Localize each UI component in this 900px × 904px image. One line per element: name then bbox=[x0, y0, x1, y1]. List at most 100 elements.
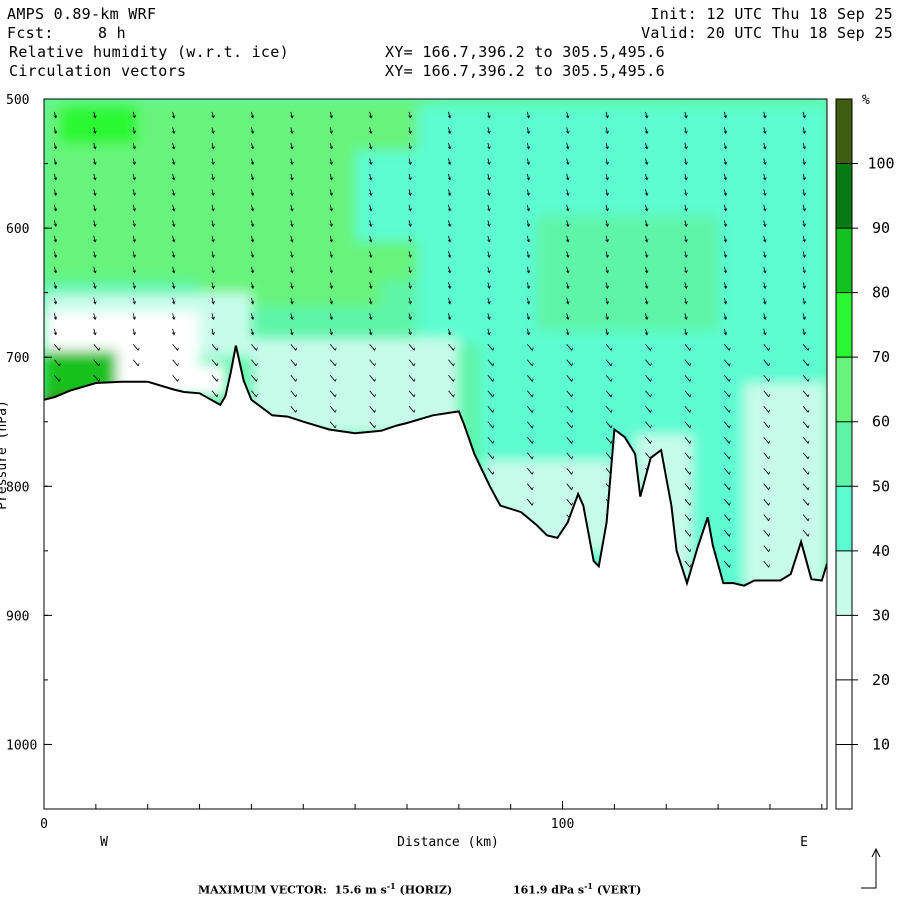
vector-arrowhead bbox=[132, 223, 137, 227]
vector-arrow bbox=[329, 235, 333, 242]
vector-arrow bbox=[684, 328, 687, 335]
vector-arrowhead bbox=[447, 332, 452, 336]
vector-arrowhead bbox=[447, 254, 452, 258]
vector-arrowhead bbox=[53, 285, 58, 289]
vector-arrowhead bbox=[766, 533, 771, 537]
vector-arrow bbox=[408, 173, 411, 180]
vector-arrowhead bbox=[293, 363, 298, 367]
vector-arrowhead bbox=[644, 254, 649, 258]
vector-arrow bbox=[251, 328, 254, 335]
vector-arrowhead bbox=[408, 146, 412, 150]
vector-arrow bbox=[684, 220, 687, 227]
vector-arrow bbox=[566, 173, 569, 180]
vector-arrowhead bbox=[254, 363, 258, 367]
vector-arrow bbox=[408, 251, 411, 258]
vector-arrow bbox=[329, 313, 333, 320]
vector-arrow bbox=[251, 220, 254, 227]
vector-arrowhead bbox=[566, 285, 570, 289]
vector-arrow bbox=[408, 297, 411, 304]
vector-arrow bbox=[53, 142, 57, 149]
vector-arrow bbox=[487, 235, 490, 242]
vector-arrowhead bbox=[727, 502, 731, 506]
vector-arrow bbox=[251, 158, 254, 165]
vector-arrowhead bbox=[802, 239, 806, 243]
vector-arrowhead bbox=[763, 270, 767, 274]
vector-arrowhead bbox=[53, 270, 58, 274]
vector-arrowhead bbox=[566, 192, 570, 197]
vector-arrow bbox=[605, 266, 608, 273]
vector-arrow bbox=[369, 142, 372, 149]
vector-arrow bbox=[763, 111, 766, 119]
vector-arrowhead bbox=[526, 161, 531, 166]
vector-arrow bbox=[605, 251, 608, 258]
vector-arrow bbox=[251, 189, 254, 196]
vector-arrowhead bbox=[727, 549, 731, 553]
vector-arrowhead bbox=[487, 177, 491, 181]
vector-arrow bbox=[802, 111, 806, 119]
vector-arrowhead bbox=[609, 409, 613, 413]
vector-arrow bbox=[684, 313, 687, 320]
vector-arrowhead bbox=[175, 378, 179, 382]
vector-arrow bbox=[448, 266, 451, 273]
vector-arrowhead bbox=[644, 270, 649, 274]
vector-arrow bbox=[684, 297, 687, 304]
vector-arrow bbox=[329, 282, 333, 289]
vector-arrowhead bbox=[408, 301, 412, 305]
vector-arrowhead bbox=[447, 301, 452, 305]
vector-arrowhead bbox=[727, 564, 731, 568]
vector-arrowhead bbox=[605, 316, 609, 320]
vector-arrowhead bbox=[333, 425, 337, 429]
vector-arrowhead bbox=[487, 208, 491, 212]
vector-arrowhead bbox=[605, 254, 609, 258]
vector-arrow bbox=[329, 297, 333, 304]
vector-arrow bbox=[408, 142, 411, 149]
vector-arrowhead bbox=[93, 239, 97, 243]
vector-arrowhead bbox=[766, 456, 771, 460]
vector-arrow bbox=[132, 220, 136, 227]
vector-arrowhead bbox=[723, 146, 728, 150]
vector-arrowhead bbox=[566, 239, 570, 243]
vector-arrow bbox=[211, 142, 214, 149]
vector-arrowhead bbox=[687, 347, 692, 351]
vector-arrowhead bbox=[687, 549, 692, 553]
vector-arrow bbox=[723, 235, 727, 242]
vector-arrowhead bbox=[93, 161, 97, 166]
vector-arrowhead bbox=[727, 347, 731, 351]
vector-arrowhead bbox=[172, 332, 176, 336]
vector-arrowhead bbox=[408, 254, 412, 258]
vector-arrow bbox=[290, 142, 293, 149]
x-tick-label: 100 bbox=[551, 817, 574, 832]
vector-arrowhead bbox=[605, 301, 609, 305]
vector-arrowhead bbox=[211, 285, 215, 289]
vector-arrow bbox=[605, 313, 608, 320]
vector-arrowhead bbox=[487, 115, 491, 119]
vector-arrow bbox=[487, 251, 490, 258]
vector-arrow bbox=[93, 266, 96, 273]
vector-arrowhead bbox=[490, 425, 495, 429]
vector-arrow bbox=[448, 313, 451, 320]
vector-arrowhead bbox=[132, 208, 137, 212]
vector-arrowhead bbox=[806, 502, 810, 506]
vector-arrow bbox=[53, 220, 57, 227]
vector-arrowhead bbox=[369, 177, 373, 181]
vector-arrowhead bbox=[293, 409, 298, 413]
vector-arrowhead bbox=[211, 161, 215, 166]
vector-arrowhead bbox=[802, 177, 806, 181]
vector-arrowhead bbox=[290, 316, 294, 320]
vector-arrow bbox=[290, 220, 293, 227]
vector-arrowhead bbox=[687, 502, 692, 506]
vector-arrow bbox=[605, 220, 608, 227]
vector-arrowhead bbox=[763, 177, 767, 181]
vector-arrow bbox=[172, 251, 175, 258]
vector-arrow bbox=[53, 235, 57, 242]
vector-arrow bbox=[93, 235, 96, 242]
vector-arrow bbox=[369, 204, 372, 211]
xy-range-1: XY= 166.7,396.2 to 305.5,495.6 bbox=[385, 43, 665, 61]
vector-arrow bbox=[526, 142, 530, 149]
vector-arrow bbox=[526, 173, 530, 180]
vector-arrow bbox=[53, 313, 57, 320]
vector-arrow bbox=[684, 142, 687, 149]
vector-arrowhead bbox=[293, 378, 298, 382]
vector-arrowhead bbox=[369, 146, 373, 150]
vector-arrow bbox=[645, 220, 648, 227]
